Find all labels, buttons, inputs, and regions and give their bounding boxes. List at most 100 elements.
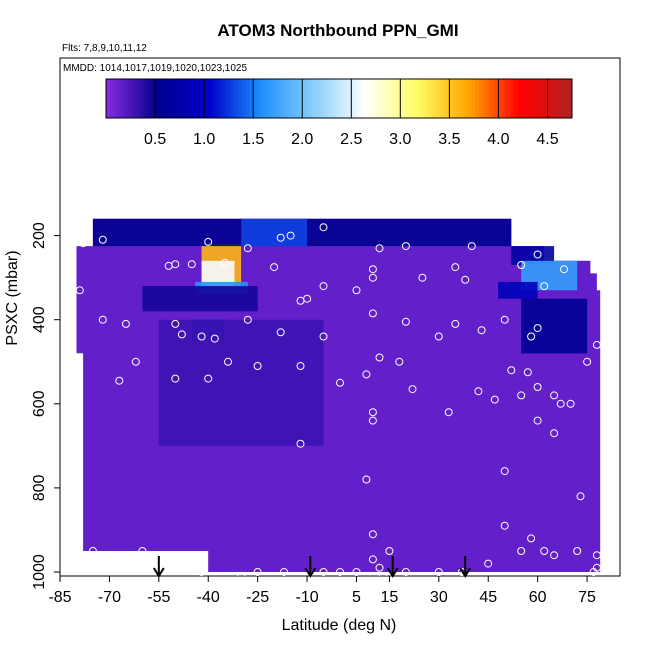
colorbar-segment xyxy=(416,79,421,118)
data-point xyxy=(517,391,526,400)
colorbar-segment xyxy=(288,79,293,118)
colorbar-segment xyxy=(241,79,247,118)
colorbar-segment xyxy=(350,79,355,118)
colorbar-segment xyxy=(366,79,371,118)
colorbar-segment xyxy=(272,79,278,118)
colorbar-segment xyxy=(463,79,468,118)
colorbar-segment xyxy=(502,79,507,118)
data-point xyxy=(517,261,526,269)
data-point xyxy=(237,572,246,576)
data-point xyxy=(378,572,387,576)
colorbar-segment xyxy=(385,79,390,118)
colorbar-segment xyxy=(203,79,208,118)
colorbar-segment xyxy=(191,79,196,118)
data-point xyxy=(362,475,371,484)
marker-arrow-head xyxy=(386,567,399,578)
colorbar-segment xyxy=(160,79,165,118)
data-point xyxy=(88,547,97,555)
colorbar-segment xyxy=(249,79,254,118)
colorbar-segment xyxy=(335,79,340,118)
colorbar-segment xyxy=(109,79,115,118)
colorbar-segment xyxy=(156,79,161,118)
data-point xyxy=(204,237,213,246)
dates-subtitle: MMDD: 1014,1017,1019,1020,1023,1025 xyxy=(63,63,247,74)
colorbar-segment xyxy=(498,79,503,118)
data-point xyxy=(395,357,404,366)
colorbar-ticks: 0.5 1.0 1.5 2.0 2.5 3.0 3.5 4.0 4.5 xyxy=(144,79,559,148)
colorbar-segment xyxy=(245,79,251,118)
data-point xyxy=(533,324,542,333)
colorbar-segment xyxy=(137,79,142,118)
colorbar-segment xyxy=(393,79,398,118)
data-point xyxy=(224,357,232,366)
colorbar-segment xyxy=(560,79,565,118)
data-point xyxy=(401,568,410,576)
colorbar-segment xyxy=(327,79,332,118)
data-point xyxy=(533,383,542,391)
data-point xyxy=(220,258,229,267)
data-point xyxy=(270,263,279,272)
colorbar-segment xyxy=(420,79,425,118)
data-point xyxy=(352,568,361,576)
colorbar-segment xyxy=(133,79,138,118)
colorbar-segment xyxy=(373,79,379,118)
data-point xyxy=(434,568,443,576)
colorbar-segment xyxy=(304,79,309,118)
data-point xyxy=(533,250,542,259)
colorbar-segment xyxy=(106,79,111,118)
data-point xyxy=(566,399,575,408)
colorbar-segment xyxy=(377,79,383,118)
data-point xyxy=(276,328,285,337)
colorbar-segment xyxy=(439,79,445,118)
colorbar-tick-label: 1.5 xyxy=(242,131,264,148)
colorbar-tick-label: 3.0 xyxy=(389,131,411,148)
data-point xyxy=(177,330,186,339)
data-point xyxy=(296,439,305,448)
colorbar-segment xyxy=(125,79,130,118)
colorbar-segment xyxy=(521,79,526,118)
data-point xyxy=(592,340,601,349)
y-tick-label: 400 xyxy=(31,306,48,333)
heatmap-cell xyxy=(498,281,538,299)
data-point xyxy=(171,319,180,328)
data-point xyxy=(368,408,377,417)
colorbar-tick-label: 2.0 xyxy=(291,131,313,148)
colorbar-segment xyxy=(311,79,317,118)
colorbar-segment xyxy=(513,79,519,118)
data-point xyxy=(550,391,559,400)
data-point xyxy=(296,362,305,370)
data-point xyxy=(500,521,509,530)
data-point xyxy=(197,332,206,341)
data-point xyxy=(474,387,483,396)
colorbar-segment xyxy=(164,79,169,118)
colorbar-frame xyxy=(105,78,573,119)
data-point xyxy=(210,334,219,343)
colorbar-segment xyxy=(234,79,239,118)
heatmap-cell xyxy=(142,286,258,312)
data-point xyxy=(385,547,394,555)
colorbar xyxy=(105,78,573,119)
colorbar-tick-label: 2.5 xyxy=(340,131,362,148)
data-point xyxy=(589,568,598,576)
data-point xyxy=(243,315,252,324)
colorbar-segment xyxy=(269,79,274,118)
y-tick-label: 800 xyxy=(31,474,48,501)
data-point xyxy=(500,467,509,476)
x-tick-label: 75 xyxy=(578,589,596,606)
heatmap-cell xyxy=(158,319,324,446)
colorbar-segment xyxy=(381,79,386,118)
data-point xyxy=(319,332,328,341)
colorbar-segment xyxy=(505,79,511,118)
colorbar-tick-label: 0.5 xyxy=(144,131,166,148)
colorbar-segment xyxy=(471,79,476,118)
data-point xyxy=(583,357,592,366)
x-axis: -85 -70 -55 -40 -25 -10 5 15 30 45 60 75 xyxy=(48,576,596,606)
colorbar-segment xyxy=(424,79,429,118)
data-point xyxy=(517,547,526,555)
colorbar-segment xyxy=(455,79,460,118)
colorbar-segment xyxy=(222,79,227,118)
data-point xyxy=(368,555,377,564)
colorbar-segment xyxy=(276,79,282,118)
colorbar-segment xyxy=(389,79,394,118)
